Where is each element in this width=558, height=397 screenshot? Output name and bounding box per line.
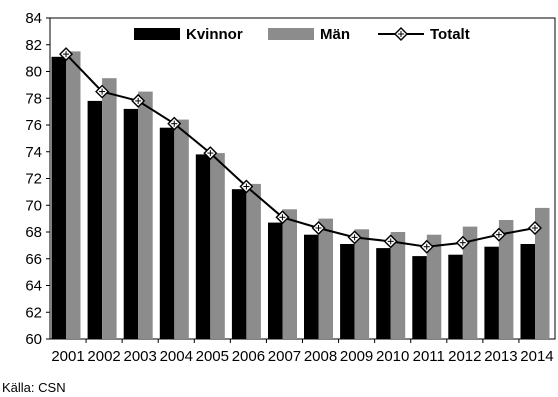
point-totalt-2006: [239, 179, 254, 194]
plot-area: [49, 17, 556, 340]
bar-kvinnor-2009: [340, 244, 355, 339]
point-totalt-2013: [491, 227, 506, 242]
y-tick-label-68: 68: [25, 224, 42, 241]
point-totalt-2009: [347, 230, 362, 245]
point-totalt-2001: [59, 47, 74, 62]
legend-label-totalt: Totalt: [430, 26, 470, 43]
bar-mn-2012: [462, 226, 478, 339]
x-tick-label-2001: 2001: [51, 348, 84, 365]
point-totalt-2008: [311, 220, 326, 235]
x-tick-label-2012: 2012: [448, 348, 481, 365]
y-tick-label-84: 84: [25, 10, 42, 27]
bar-mn-2006: [246, 183, 261, 339]
y-tick-label-62: 62: [25, 304, 42, 321]
point-totalt-2003: [131, 93, 146, 108]
legend-label-kvinnor: Kvinnor: [186, 26, 243, 43]
x-tick-label-2010: 2010: [376, 348, 409, 365]
bar-mn-2004: [174, 119, 189, 339]
legend-item-mn: Män: [268, 26, 350, 43]
legend-swatch-kvinnor: [134, 28, 180, 40]
bar-mn-2010: [390, 232, 406, 339]
y-tick-label-74: 74: [25, 144, 42, 161]
legend: Kvinnor Män Totalt: [134, 26, 470, 43]
point-totalt-2010: [383, 234, 398, 249]
y-tick-label-82: 82: [25, 37, 42, 54]
x-tick-label-2005: 2005: [196, 348, 229, 365]
point-totalt-2011: [419, 239, 434, 254]
y-tick-label-78: 78: [25, 90, 42, 107]
y-tick-label-66: 66: [25, 251, 42, 268]
legend-marker-totalt: [394, 27, 408, 41]
bar-kvinnor-2004: [159, 127, 175, 339]
source-note: Källa: CSN: [2, 380, 66, 395]
x-tick-label-2002: 2002: [87, 348, 120, 365]
y-tick-label-60: 60: [25, 331, 42, 348]
bar-mn-2002: [102, 78, 117, 339]
point-totalt-2014: [527, 220, 542, 235]
x-axis: 2001 2002 2003 2004 2005 2006 2007 2008 2009 2010…: [51, 339, 554, 365]
x-tick-label-2004: 2004: [160, 348, 193, 365]
x-tick-label-2008: 2008: [304, 348, 337, 365]
bar-kvinnor-2005: [195, 154, 211, 339]
x-tick-label-2006: 2006: [232, 348, 265, 365]
x-tick-label-2013: 2013: [484, 348, 517, 365]
bar-mn-2001: [66, 51, 81, 340]
bar-mn-2011: [426, 234, 442, 339]
bar-kvinnor-2012: [448, 254, 463, 339]
bar-kvinnor-2002: [87, 100, 103, 340]
bar-kvinnor-2010: [376, 248, 391, 339]
x-tick-label-2009: 2009: [340, 348, 373, 365]
bar-kvinnor-2014: [520, 244, 535, 339]
point-totalt-2012: [455, 235, 470, 250]
bar-mn-2003: [138, 91, 153, 339]
point-totalt-2007: [275, 210, 290, 225]
bar-kvinnor-2001: [51, 56, 66, 340]
legend-item-totalt: Totalt: [378, 26, 470, 43]
legend-label-mn: Män: [320, 26, 350, 43]
bar-kvinnor-2013: [484, 246, 499, 339]
y-axis: 60 62 64 66 68 70 72 74 76 78 80 82 84: [25, 10, 50, 348]
bar-mn-2008: [318, 218, 333, 339]
bar-kvinnor-2003: [123, 108, 139, 340]
bar-mn-2005: [210, 153, 225, 339]
x-tick-label-2003: 2003: [123, 348, 156, 365]
legend-swatch-mn: [268, 28, 314, 40]
y-tick-label-64: 64: [25, 278, 42, 295]
x-tick-label-2007: 2007: [268, 348, 301, 365]
y-tick-label-70: 70: [25, 197, 42, 214]
y-tick-label-72: 72: [25, 171, 42, 188]
bar-mn-2007: [282, 209, 297, 339]
point-totalt-2004: [167, 116, 182, 131]
bar-kvinnor-2008: [304, 234, 319, 339]
bar-kvinnor-2007: [268, 222, 283, 339]
point-totalt-2002: [95, 84, 110, 99]
y-tick-label-76: 76: [25, 117, 42, 134]
legend-item-kvinnor: Kvinnor: [134, 26, 243, 43]
bar-kvinnor-2011: [412, 256, 427, 339]
point-totalt-2005: [203, 146, 218, 161]
y-tick-label-80: 80: [25, 64, 42, 81]
x-tick-label-2011: 2011: [413, 348, 445, 365]
bar-mn-2013: [498, 220, 514, 339]
bar-mn-2014: [535, 207, 550, 339]
bar-kvinnor-2006: [231, 189, 247, 339]
x-tick-label-2014: 2014: [520, 348, 553, 365]
bar-mn-2009: [354, 229, 370, 339]
